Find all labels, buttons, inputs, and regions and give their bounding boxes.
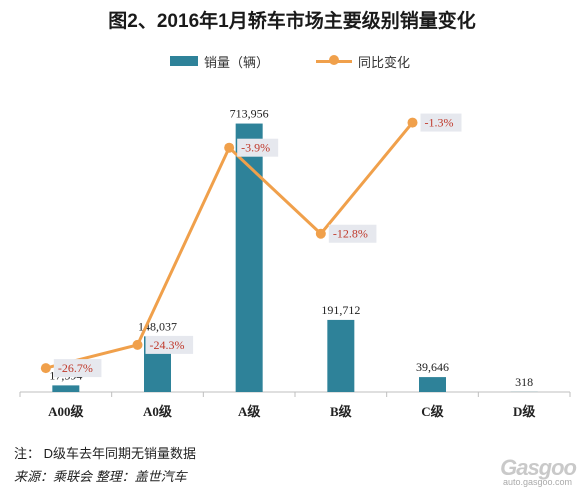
legend-bar-swatch (170, 56, 198, 66)
bar-2 (235, 123, 263, 392)
line-point-2 (224, 142, 235, 153)
chart-source: 来源：乘联会 整理：盖世汽车 (14, 469, 187, 484)
legend-line-label: 同比变化 (358, 55, 411, 70)
line-value-label-3: -12.8% (333, 227, 368, 241)
legend: 销量（辆） 同比变化 (0, 52, 584, 72)
line-point-3 (315, 228, 326, 239)
category-label-2: A级 (238, 404, 261, 419)
category-label-1: A0级 (143, 404, 173, 419)
bar-3 (327, 319, 355, 392)
bar-value-label-3: 191,712 (321, 303, 360, 317)
legend-bar-label: 销量（辆） (204, 55, 270, 70)
watermark-url: auto.gasgoo.com (502, 477, 572, 487)
line-value-label-2: -3.9% (241, 141, 270, 155)
bar-value-label-4: 39,646 (416, 360, 449, 374)
chart-note: 注： D级车去年同期无销量数据 (14, 446, 197, 461)
bar-0 (52, 385, 80, 392)
bar-value-label-2: 713,956 (230, 107, 269, 121)
bar-value-label-5: 318 (515, 375, 533, 389)
line-point-1 (132, 339, 143, 350)
watermark-logo: Gasgoo (500, 455, 577, 480)
line-series-path (45, 121, 414, 370)
line-value-label-4: -1.3% (425, 116, 454, 130)
line-point-0 (40, 363, 51, 374)
line-label-box-1 (145, 335, 194, 354)
watermark: Gasgoo auto.gasgoo.com (466, 455, 577, 487)
bar-4 (419, 377, 446, 392)
chart-plot: 17,594A00级148,037A0级713,956A级191,712B级39… (19, 107, 571, 419)
category-label-3: B级 (330, 404, 353, 419)
category-label-5: D级 (513, 404, 536, 419)
line-point-4 (407, 117, 418, 128)
line-value-label-1: -24.3% (150, 338, 185, 352)
line-label-box-3 (328, 224, 377, 243)
chart-title: 图2、2016年1月轿车市场主要级别销量变化 (108, 11, 476, 32)
line-value-label-0: -26.7% (58, 361, 93, 375)
line-label-box-4 (420, 113, 462, 132)
category-label-0: A00级 (48, 404, 84, 419)
line-label-box-2 (237, 138, 279, 157)
legend-line-marker (329, 55, 339, 65)
line-label-box-0 (53, 359, 102, 378)
category-label-4: C级 (421, 404, 444, 419)
